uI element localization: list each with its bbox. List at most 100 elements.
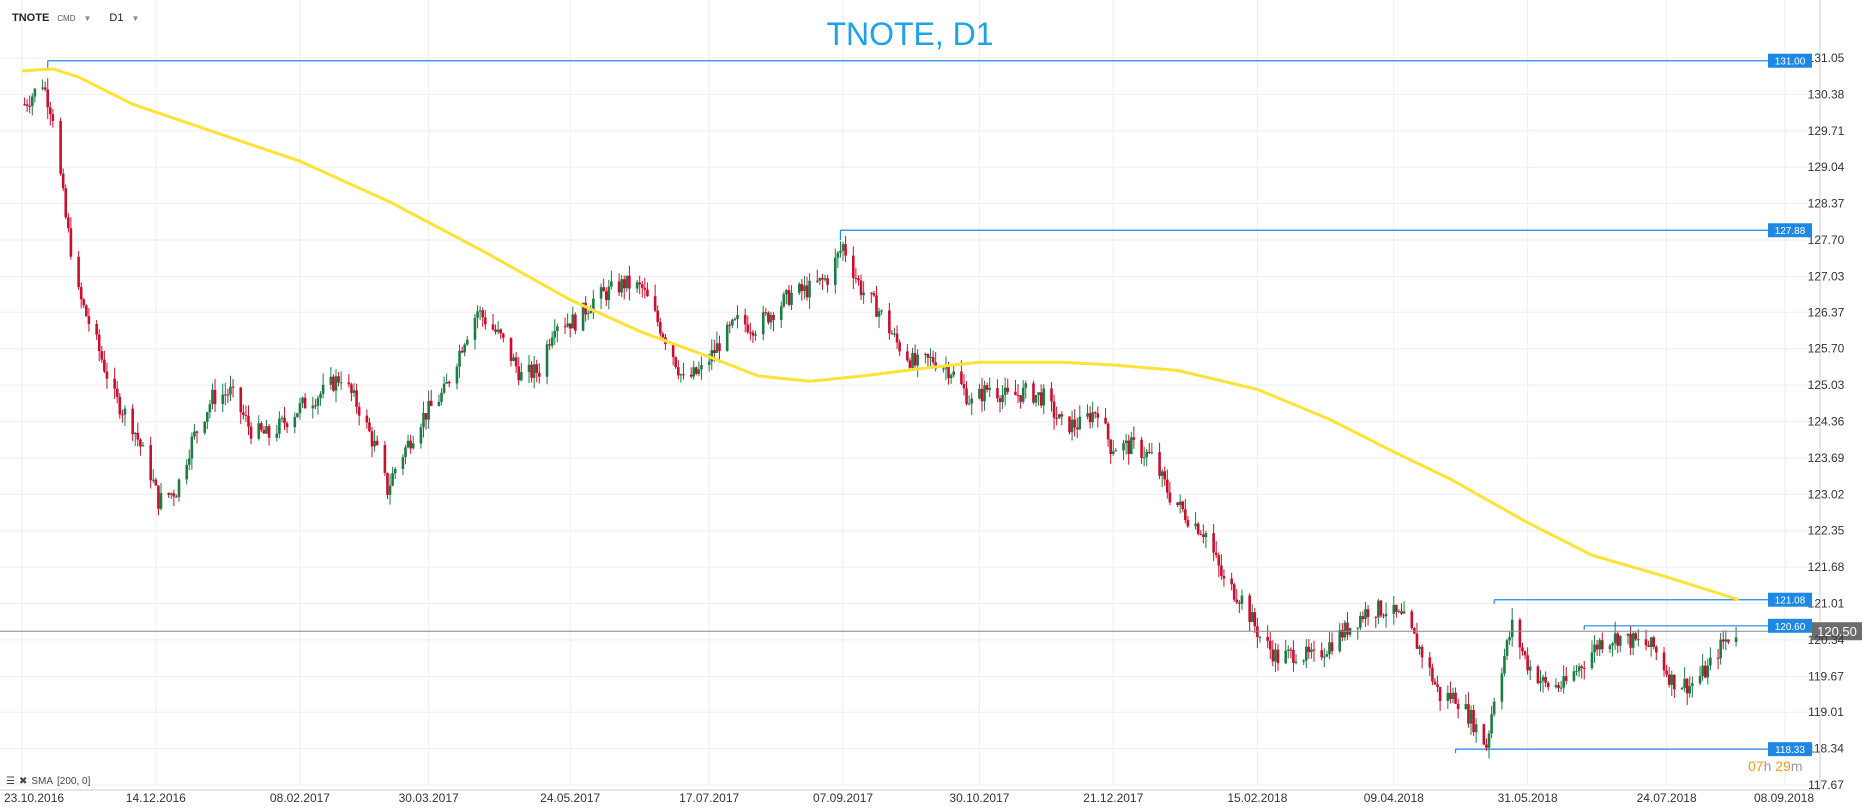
- candle-body: [1212, 533, 1215, 553]
- candle-body: [556, 326, 559, 331]
- candle-body: [151, 479, 155, 481]
- candle-body: [1724, 639, 1728, 642]
- candle-body: [247, 415, 250, 427]
- candle-body: [1518, 619, 1522, 648]
- symbol-name[interactable]: TNOTE: [12, 12, 50, 24]
- x-axis: 23.10.2016 14.12.2016 08.02.2017 30.03.2017…: [4, 791, 1814, 805]
- candle-body: [1096, 413, 1100, 418]
- candle-body: [983, 385, 986, 402]
- interval-dropdown-icon[interactable]: ▼: [131, 13, 140, 23]
- candle-body: [620, 279, 623, 293]
- close-icon[interactable]: ✖: [18, 776, 28, 787]
- y-axis: 131.05 130.38 129.71 129.04 128.37 127.70 127.…: [1808, 51, 1845, 792]
- symbol-dropdown-icon[interactable]: ▼: [83, 13, 92, 23]
- candle-body: [1091, 412, 1094, 423]
- candle-body: [1150, 452, 1154, 454]
- candle-body: [339, 382, 343, 384]
- candle-body: [33, 88, 37, 97]
- candle-body: [1129, 437, 1133, 455]
- candle-body: [1238, 602, 1241, 604]
- candle-body: [1600, 640, 1604, 650]
- interval-selector[interactable]: D1: [109, 12, 124, 24]
- candle-body: [944, 367, 948, 369]
- candle-body: [499, 329, 503, 334]
- candle-body: [926, 353, 930, 358]
- candle-body: [203, 421, 207, 433]
- candle-body: [1330, 642, 1334, 652]
- candle-body: [409, 440, 412, 449]
- candle-body: [1302, 660, 1306, 662]
- candle-body: [1304, 646, 1308, 661]
- candle-body: [1544, 677, 1547, 683]
- candle-body: [988, 388, 992, 390]
- candle-body: [82, 299, 86, 306]
- x-tick-label: 07.09.2017: [813, 791, 873, 805]
- candle-body: [1703, 665, 1707, 678]
- candle-body: [589, 310, 593, 314]
- candle-body: [1078, 416, 1082, 430]
- candle-body: [764, 312, 768, 314]
- candle-body: [115, 388, 119, 397]
- candle-body: [1503, 656, 1506, 674]
- candle-body: [95, 323, 98, 335]
- candle-body: [1140, 439, 1143, 458]
- candle-body: [1709, 657, 1712, 666]
- candle-body: [1673, 674, 1676, 690]
- timer-minutes: 29: [1775, 758, 1791, 774]
- candle-body: [383, 445, 387, 474]
- candle-body: [185, 464, 189, 480]
- candle-body: [952, 371, 955, 376]
- candle-body: [265, 426, 268, 434]
- candle-body: [1145, 451, 1149, 458]
- candle-body: [607, 286, 611, 301]
- candle-body: [1271, 649, 1275, 662]
- candle-body: [28, 105, 32, 107]
- candle-body: [692, 367, 696, 377]
- y-tick-label: 127.70: [1808, 233, 1845, 247]
- y-tick-label: 131.05: [1808, 51, 1845, 65]
- candle-body: [715, 343, 719, 353]
- candle-body: [1377, 600, 1380, 618]
- candle-body: [275, 433, 279, 438]
- candle-body: [478, 310, 482, 312]
- candle-body: [1634, 633, 1638, 640]
- x-tick-label: 31.05.2018: [1498, 791, 1558, 805]
- candle-body: [1166, 479, 1169, 493]
- candle-body: [257, 423, 261, 439]
- price-levels: [47, 60, 1768, 754]
- candle-body: [496, 329, 500, 332]
- candle-body: [1163, 471, 1167, 480]
- candle-body: [293, 417, 297, 428]
- candle-body: [877, 311, 881, 317]
- candle-body: [1379, 600, 1383, 616]
- candle-body: [1392, 604, 1396, 614]
- candle-body: [23, 104, 26, 106]
- candle-body: [929, 356, 932, 358]
- candle-body: [1655, 646, 1658, 653]
- candle-body: [61, 173, 65, 189]
- candle-body: [121, 414, 124, 416]
- candle-body: [610, 281, 613, 287]
- candle-body: [1528, 666, 1532, 671]
- candle-body: [1070, 419, 1074, 433]
- candle-body: [1665, 670, 1668, 675]
- candle-body: [424, 413, 428, 420]
- candle-body: [785, 290, 788, 295]
- candle-body: [888, 310, 891, 334]
- candle-body: [1577, 666, 1581, 672]
- candle-body: [1438, 687, 1442, 701]
- candle-body: [643, 287, 647, 290]
- candle-body: [262, 429, 266, 434]
- candle-body: [208, 404, 212, 413]
- candle-body: [862, 292, 865, 296]
- candle-body: [815, 280, 819, 282]
- current-price-line: 120.50: [0, 622, 1862, 641]
- list-icon[interactable]: ☰: [6, 776, 15, 787]
- candle-body: [769, 314, 773, 323]
- y-tick-label: 127.03: [1808, 269, 1845, 283]
- candle-body: [175, 496, 178, 498]
- candle-body: [1482, 724, 1486, 745]
- candle-body: [779, 306, 783, 321]
- candle-body: [1240, 595, 1244, 604]
